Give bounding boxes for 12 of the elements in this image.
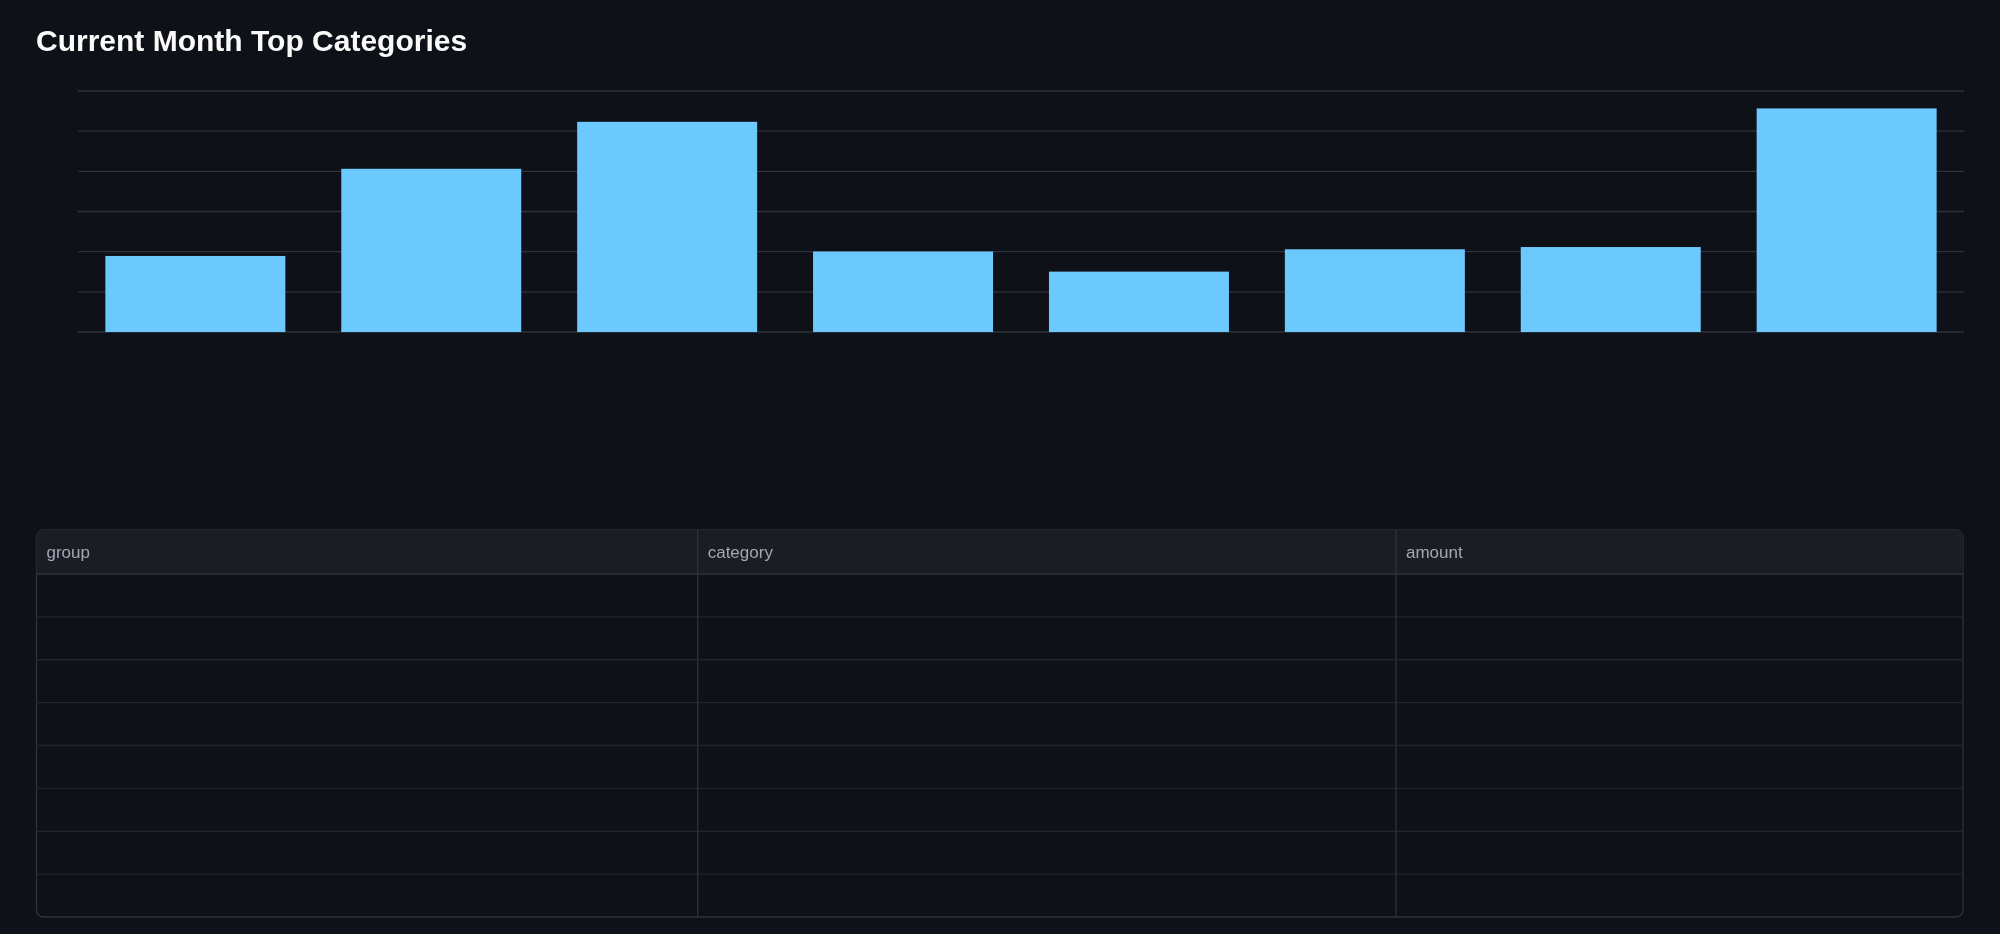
bar (1756, 108, 1937, 332)
bar (1284, 249, 1465, 332)
bar (577, 121, 758, 332)
bar (813, 251, 994, 332)
column-header: group (46, 543, 90, 562)
bar (341, 168, 522, 332)
bar (1048, 271, 1229, 332)
bar (105, 255, 286, 332)
bar (1520, 247, 1701, 332)
column-header: amount (1406, 543, 1463, 562)
column-header: category (707, 543, 773, 562)
chart-title: Current Month Top Categories (36, 24, 468, 57)
